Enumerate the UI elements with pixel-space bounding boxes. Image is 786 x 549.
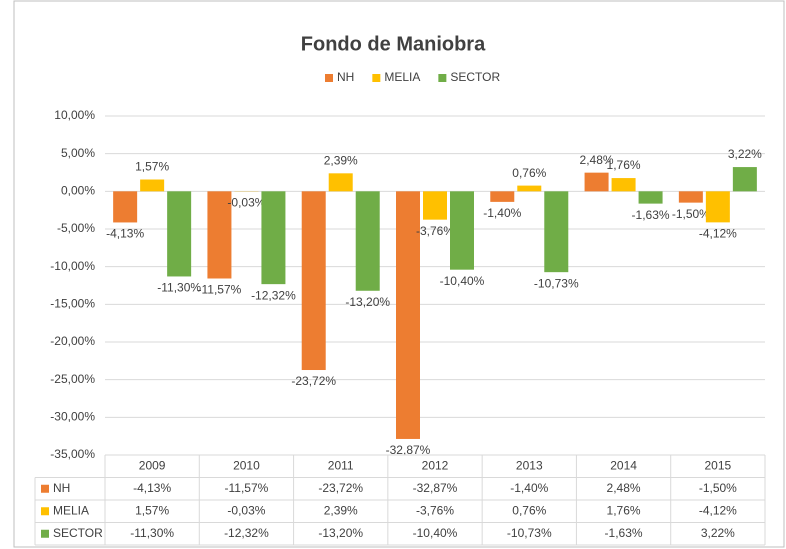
y-tick-label: 10,00% [54,108,95,122]
table-cell: 1,76% [607,503,641,517]
data-label: -0,03% [227,196,265,210]
table-cell: -13,20% [318,526,363,540]
y-tick-label: -20,00% [50,334,95,348]
table-legend-swatch [41,507,49,516]
bar [490,191,515,202]
table-cell: 2,48% [607,481,641,495]
bar [584,172,609,192]
data-label: -32,87% [386,443,431,457]
table-legend-swatch [41,484,49,493]
table-cell: 2,39% [324,503,358,517]
table-series-label: MELIA [53,503,89,517]
table-cell: -0,03% [227,503,265,517]
bar [140,179,165,192]
bar [261,191,286,285]
y-tick-label: -15,00% [50,297,95,311]
y-tick-label: 0,00% [61,184,95,198]
bar [167,191,192,277]
table-series-label: NH [53,481,70,495]
data-label: 2,48% [580,153,614,167]
x-tick-label: 2013 [516,458,543,472]
y-tick-label: -25,00% [50,372,95,386]
data-label: -1,63% [632,208,670,222]
x-tick-label: 2015 [705,458,732,472]
data-label: -12,32% [251,288,296,302]
data-label: -13,20% [345,295,390,309]
x-tick-label: 2014 [610,458,637,472]
bar [450,191,474,270]
legend-swatch [438,74,447,82]
data-label: 3,22% [728,147,762,161]
bar [396,191,420,439]
legend-swatch [372,74,381,82]
data-label: -1,40% [483,206,521,220]
legend-label: SECTOR [450,70,500,84]
bar [355,191,380,291]
table-cell: -11,30% [130,526,174,540]
data-label: 0,76% [512,166,546,180]
data-label: -11,57% [198,283,242,297]
legend-label: NH [337,70,354,84]
table-cell: 1,57% [135,503,169,517]
data-label: -10,73% [534,276,579,290]
data-label: -4,12% [699,227,737,241]
bar [678,191,703,203]
data-label: -1,50% [672,207,710,221]
bar [423,191,447,220]
table-cell: -23,72% [318,481,363,495]
table-series-label: SECTOR [53,526,103,540]
table-legend-swatch [41,529,49,538]
table-cell: -4,12% [699,503,737,517]
table-cell: 3,22% [701,526,735,540]
bar [638,191,663,204]
bar [544,191,569,273]
legend-label: MELIA [384,70,420,84]
data-label: -4,13% [106,227,144,241]
table-cell: 0,76% [512,503,546,517]
table-cell: -3,76% [416,503,454,517]
legend-swatch [325,74,333,82]
x-tick-label: 2011 [328,458,354,472]
bar [328,173,353,192]
table-cell: -1,50% [699,481,737,495]
y-tick-label: -10,00% [50,259,95,273]
table-cell: -12,32% [224,526,269,540]
x-tick-label: 2012 [422,458,449,472]
data-label: -3,76% [416,224,454,238]
table-cell: -10,73% [507,526,552,540]
x-tick-label: 2009 [139,458,166,472]
data-label: 1,76% [607,158,641,172]
bar [732,167,757,192]
table-cell: -10,40% [413,526,458,540]
data-label: 2,39% [324,154,358,168]
data-label: 1,57% [135,160,169,174]
bar [517,185,542,192]
y-tick-label: -30,00% [50,410,95,424]
y-tick-label: 5,00% [61,146,95,160]
data-label: -10,40% [440,274,485,288]
table-cell: -1,63% [605,526,643,540]
bar [207,191,232,279]
bar [301,191,326,371]
data-label: -11,30% [157,281,201,295]
table-cell: -4,13% [133,481,171,495]
y-tick-label: -35,00% [50,447,95,461]
bar [113,191,138,223]
table-cell: -32,87% [413,481,458,495]
table-cell: -1,40% [510,481,548,495]
table-cell: -11,57% [225,481,269,495]
chart-title: Fondo de Maniobra [301,33,486,55]
bar [611,178,636,192]
y-tick-label: -5,00% [57,221,95,235]
bar [705,191,730,223]
data-label: -23,72% [291,374,336,388]
x-tick-label: 2010 [233,458,260,472]
